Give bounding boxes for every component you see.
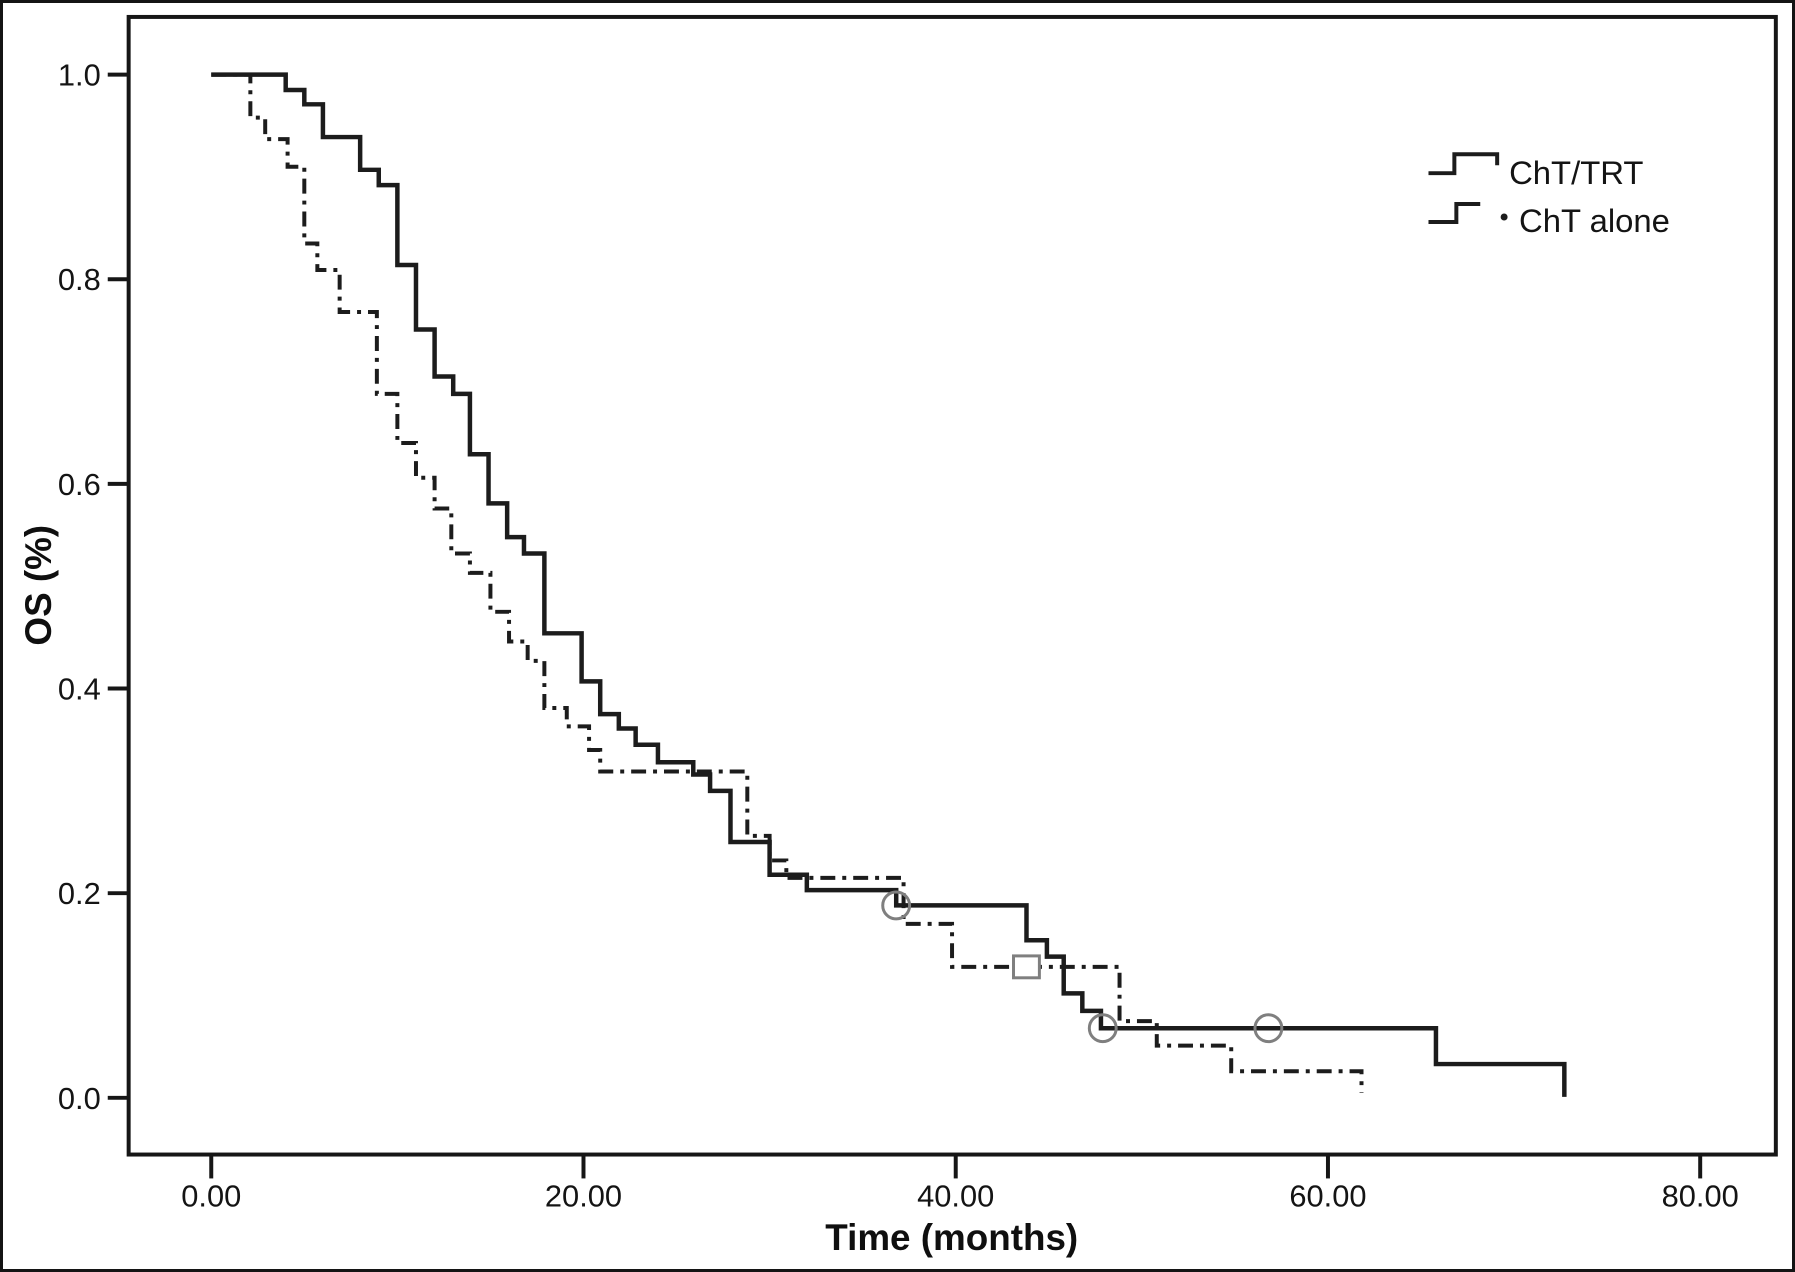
x-tick-label: 40.00 bbox=[917, 1178, 994, 1213]
legend-sample-dashed-line bbox=[1428, 202, 1481, 224]
censor-circle bbox=[881, 890, 912, 921]
x-tick-label: 80.00 bbox=[1662, 1178, 1739, 1213]
survival-curves bbox=[211, 72, 1567, 1097]
y-tick-label: 0.6 bbox=[58, 467, 101, 502]
x-tick-label: 20.00 bbox=[545, 1178, 622, 1213]
legend-label-cht-alone: ChT alone bbox=[1519, 202, 1670, 239]
y-tick-label: 0.2 bbox=[58, 876, 101, 911]
censor-circle bbox=[1253, 1013, 1284, 1044]
legend-sample-dot bbox=[1500, 213, 1508, 221]
y-axis-title: OS (%) bbox=[18, 525, 59, 646]
y-tick-label: 0.4 bbox=[58, 671, 101, 706]
x-axis-title: Time (months) bbox=[825, 1217, 1078, 1258]
y-tick-label: 1.0 bbox=[58, 58, 101, 93]
legend: ChT/TRT ChT alone bbox=[1428, 152, 1670, 239]
y-tick-label: 0.8 bbox=[58, 262, 101, 297]
axis-ticks: 0.00 20.00 40.00 60.00 80.00 0.0 0.2 0.4 0.6 0.8 1… bbox=[58, 58, 1739, 1214]
x-tick-label: 0.00 bbox=[181, 1178, 241, 1213]
series-curve-cht-trt bbox=[211, 72, 1567, 1097]
legend-label-cht-trt: ChT/TRT bbox=[1509, 154, 1643, 191]
x-tick-label: 60.00 bbox=[1289, 1178, 1366, 1213]
y-tick-label: 0.0 bbox=[58, 1081, 101, 1116]
km-chart: 0.00 20.00 40.00 60.00 80.00 0.0 0.2 0.4 0.6 0.8 1… bbox=[18, 14, 1778, 1258]
censor-square bbox=[1012, 954, 1041, 980]
censor-circle bbox=[1087, 1013, 1118, 1044]
censor-markers bbox=[881, 890, 1284, 1044]
series-curve-cht-alone bbox=[211, 72, 1364, 1093]
plot-frame bbox=[126, 14, 1778, 1157]
legend-sample-solid-line bbox=[1428, 152, 1500, 176]
